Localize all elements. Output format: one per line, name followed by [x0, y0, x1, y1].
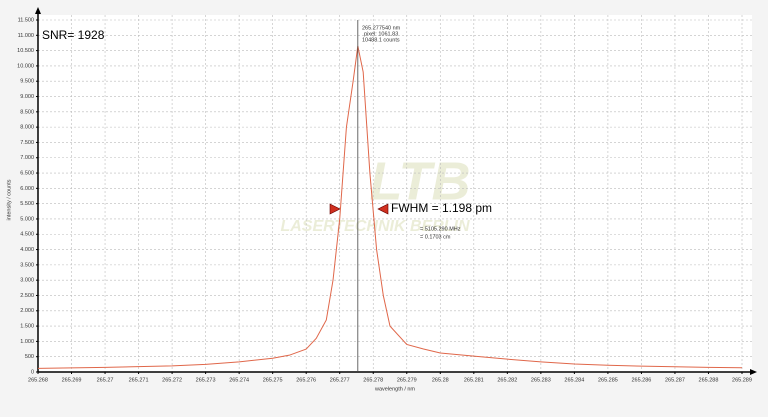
x-tick-label: 265.282: [497, 377, 517, 383]
grid: [38, 15, 752, 372]
x-tick-label: 265.277: [330, 377, 350, 383]
y-tick-label: 10.000: [17, 63, 34, 69]
y-tick-label: 11.500: [18, 17, 34, 23]
x-tick-label: 265.273: [196, 377, 216, 383]
y-tick-label: 4.000: [20, 247, 34, 253]
fwhm-label: FWHM = 1.198 pm: [391, 201, 492, 215]
y-tick-label: 1.500: [20, 324, 34, 330]
y-tick-label: 2.000: [20, 308, 34, 314]
y-tick-label: 7.500: [20, 140, 34, 146]
y-tick-label: 2.500: [20, 293, 34, 299]
y-tick-label: 500: [25, 354, 34, 360]
x-axis-arrow: [750, 369, 757, 375]
x-tick-label: 265.279: [397, 377, 417, 383]
x-tick-label: 265.287: [665, 377, 685, 383]
y-tick-label: 8.000: [20, 125, 34, 131]
y-tick-label: 3.500: [20, 262, 34, 268]
x-tick-label: 265.286: [631, 377, 651, 383]
watermark-logo: LTB: [370, 151, 471, 211]
x-tick-label: 265.27: [97, 377, 114, 383]
y-tick-label: 5.000: [20, 216, 34, 222]
y-tick-label: 4.500: [20, 232, 34, 238]
cursor-counts: 10488.1 counts: [362, 37, 400, 43]
x-tick-label: 265.283: [531, 377, 551, 383]
x-tick-label: 265.271: [129, 377, 149, 383]
x-tick-label: 265.278: [363, 377, 383, 383]
fwhm-left-marker: [329, 203, 341, 215]
x-tick-label: 265.281: [464, 377, 484, 383]
frequency-label: = 5105.290 MHz: [420, 226, 461, 232]
cursor-wavelength: 265.277540 nm: [362, 25, 401, 31]
x-tick-label: 265.275: [263, 377, 283, 383]
x-tick-label: 265.288: [699, 377, 719, 383]
y-tick-label: 3.000: [20, 278, 34, 284]
x-tick-label: 265.268: [28, 377, 48, 383]
x-tick-label: 265.276: [296, 377, 316, 383]
y-tick-label: 8.500: [20, 109, 34, 115]
watermark-text: LASERTECHNIK BERLIN: [280, 218, 469, 235]
y-tick-label: 6.000: [20, 186, 34, 192]
fwhm-right-marker: [377, 203, 389, 215]
y-axis-label: intensity / counts: [6, 179, 12, 220]
plot-area: [38, 15, 752, 372]
y-tick-label: 6.500: [20, 170, 34, 176]
x-tick-label: 265.272: [162, 377, 182, 383]
wavenumber-label: = 0.1703 cm: [420, 234, 451, 240]
x-tick-label: 265.289: [732, 377, 752, 383]
y-tick-label: 11.000: [18, 33, 34, 39]
spectrum-line: [37, 45, 743, 369]
y-axis-arrow: [35, 7, 41, 14]
x-tick-label: 265.284: [564, 377, 584, 383]
y-tick-label: 9.000: [20, 94, 34, 100]
x-axis-label: wavelength / nm: [374, 386, 415, 392]
x-tick-label: 265.269: [62, 377, 82, 383]
snr-label: SNR= 1928: [42, 28, 105, 42]
y-tick-label: 5.500: [20, 201, 34, 207]
cursor-pixel: pixel: 1061.83: [364, 31, 398, 37]
y-tick-label: 7.000: [20, 155, 34, 161]
x-tick-label: 265.28: [432, 377, 449, 383]
x-tick-label: 265.285: [598, 377, 618, 383]
y-tick-label: 9.500: [20, 79, 34, 85]
y-tick-label: 0: [31, 369, 34, 375]
x-tick-label: 265.274: [229, 377, 249, 383]
y-tick-label: 10.500: [17, 48, 34, 54]
y-tick-label: 1.000: [20, 339, 34, 345]
